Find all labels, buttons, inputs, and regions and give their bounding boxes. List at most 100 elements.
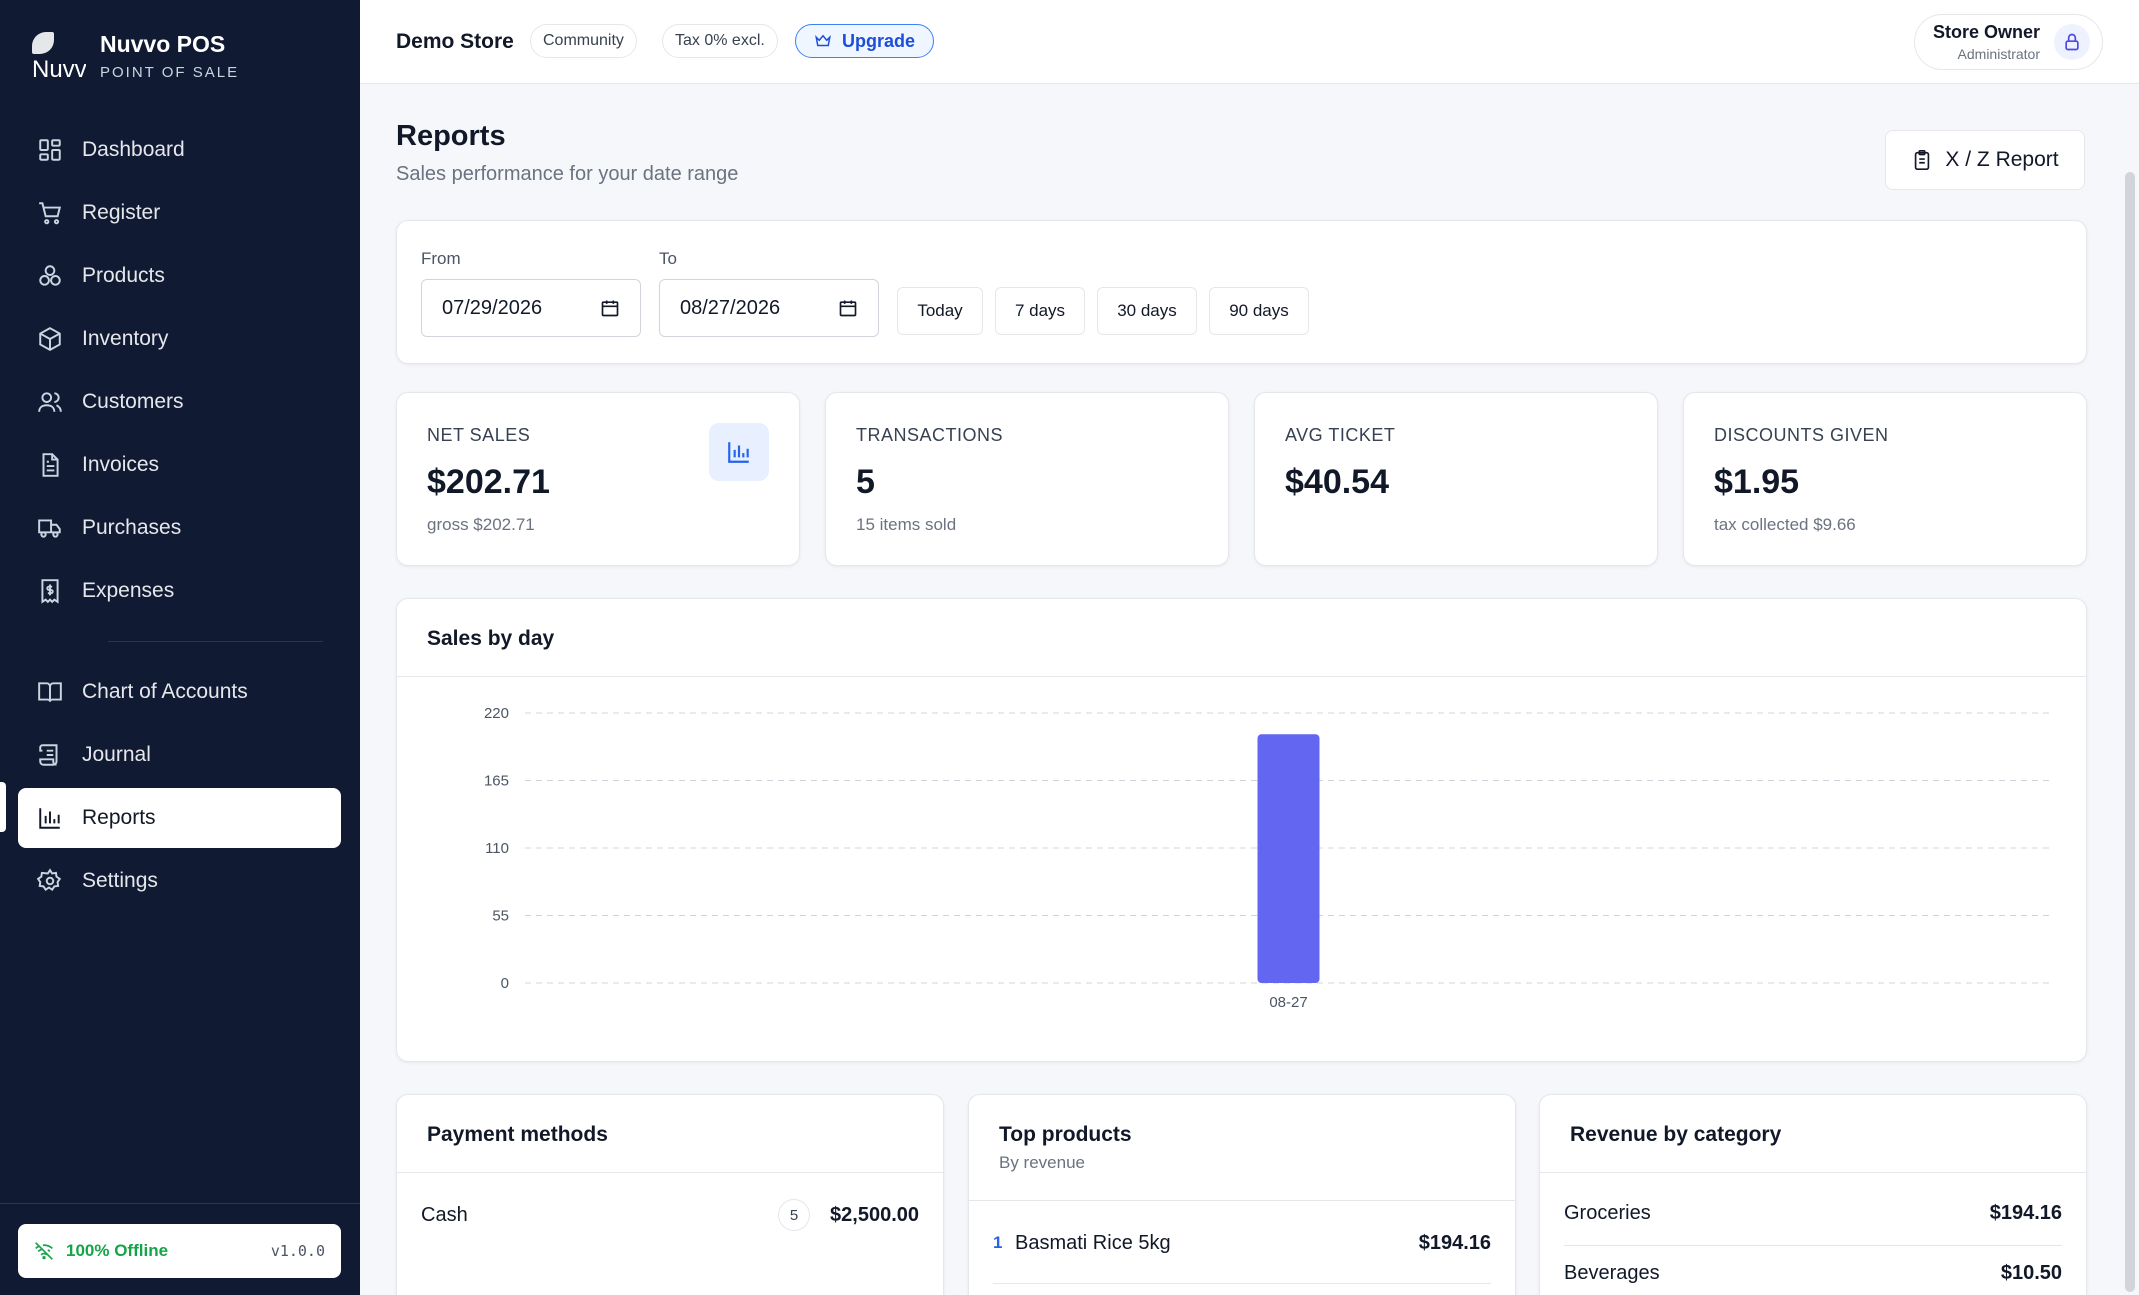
product-rank: 1 [993, 1233, 1003, 1252]
stat-transactions: TRANSACTIONS 5 15 items sold [825, 392, 1229, 566]
upgrade-label: Upgrade [842, 30, 916, 51]
sidebar-item-products[interactable]: Products [18, 246, 341, 306]
category-row[interactable]: Groceries $194.16 [1564, 1187, 2062, 1239]
payment-method-name: Cash [421, 1203, 468, 1226]
stat-subtext: tax collected $9.66 [1714, 515, 1856, 534]
y-tick-label: 220 [484, 705, 509, 722]
main-content: Reports Sales performance for your date … [360, 84, 2139, 1295]
crown-icon [815, 34, 831, 47]
card-title: Payment methods [427, 1123, 608, 1146]
stat-avg-ticket: AVG TICKET $40.54 [1254, 392, 1658, 566]
row-divider [993, 1283, 1491, 1284]
user-name: Store Owner [1932, 22, 2040, 42]
sidebar-item-label: Invoices [82, 453, 160, 476]
sidebar-item-label: Chart of Accounts [82, 680, 248, 703]
sidebar-item-purchases[interactable]: Purchases [18, 498, 341, 558]
sidebar-item-customers[interactable]: Customers [18, 372, 341, 432]
range-7-days-button[interactable]: 7 days [995, 287, 1085, 335]
sidebar-item-label: Reports [82, 806, 156, 829]
sidebar-item-register[interactable]: Register [18, 183, 341, 243]
category-row[interactable]: Beverages $10.50 [1564, 1247, 2062, 1295]
user-menu[interactable]: Store Owner Administrator [1913, 14, 2103, 70]
card-subtitle: By revenue [999, 1153, 1085, 1172]
stat-label: AVG TICKET [1285, 425, 1396, 445]
to-date-input[interactable]: 08/27/2026 [659, 279, 879, 337]
category-revenue: $10.50 [2000, 1261, 2062, 1284]
sidebar-item-dashboard[interactable]: Dashboard [18, 120, 341, 180]
brand-subtitle: POINT OF SALE [100, 64, 240, 81]
sidebar-item-settings[interactable]: Settings [18, 851, 341, 911]
sidebar-item-journal[interactable]: Journal [18, 725, 341, 785]
offline-label: 100% Offline [66, 1241, 169, 1260]
page-subtitle: Sales performance for your date range [396, 163, 739, 185]
payment-methods-card: Payment methods Cash 5 $2,500.00 [396, 1094, 944, 1295]
to-date-value: 08/27/2026 [680, 296, 781, 319]
stat-value: $40.54 [1285, 463, 1389, 501]
sidebar-item-invoices[interactable]: Invoices [18, 435, 341, 495]
stat-subtext: gross $202.71 [427, 515, 535, 534]
category-revenue: $194.16 [1989, 1201, 2062, 1224]
logo-text: Nuvv [32, 56, 86, 83]
stat-discounts-given: DISCOUNTS GIVEN $1.95 tax collected $9.6… [1683, 392, 2087, 566]
brand-name: Nuvvo POS [100, 31, 226, 57]
product-row[interactable]: 1 Basmati Rice 5kg $194.16 [993, 1217, 1491, 1269]
sidebar-item-expenses[interactable]: Expenses [18, 561, 341, 621]
page-scrollbar[interactable] [2125, 172, 2135, 1292]
xz-report-button[interactable]: X / Z Report [1885, 130, 2085, 190]
file-icon [36, 451, 64, 479]
upgrade-button[interactable]: Upgrade [795, 24, 935, 58]
calendar-icon[interactable] [838, 298, 858, 318]
card-title: Revenue by category [1570, 1123, 1782, 1146]
date-filter-card: From 07/29/2026 To 08/27/2026 Today 7 da… [396, 220, 2087, 364]
package-icon [36, 325, 64, 353]
scroll-icon [36, 741, 64, 769]
category-name: Groceries [1564, 1201, 1651, 1224]
x-tick-label: 08-27 [1269, 994, 1307, 1011]
sidebar-item-reports[interactable]: Reports [18, 788, 341, 848]
dollar-receipt-icon [36, 577, 64, 605]
sales-by-day-card: Sales by day 0 55 110 165 220 08-27 [396, 598, 2087, 1062]
sidebar-item-label: Customers [82, 390, 184, 413]
sidebar-item-label: Register [82, 201, 161, 224]
stat-label: TRANSACTIONS [856, 425, 1004, 445]
grid-icon [36, 136, 64, 164]
brand[interactable]: Nuvv Nuvvo POS POINT OF SALE [30, 28, 239, 84]
sidebar-item-inventory[interactable]: Inventory [18, 309, 341, 369]
sidebar-item-label: Products [82, 264, 165, 287]
category-name: Beverages [1564, 1261, 1660, 1284]
sidebar-item-label: Journal [82, 743, 151, 766]
row-divider [1564, 1245, 2062, 1246]
to-label: To [659, 249, 677, 268]
store-name: Demo Store [396, 30, 514, 53]
bar-chart-icon [36, 804, 64, 832]
from-date-value: 07/29/2026 [442, 296, 543, 319]
sidebar-item-chart-of-accounts[interactable]: Chart of Accounts [18, 662, 341, 722]
top-products-card: Top products By revenue 1 Basmati Rice 5… [968, 1094, 1516, 1295]
chart-bar[interactable] [1257, 734, 1320, 983]
sidebar-footer: 100% Offline v1.0.0 [0, 1203, 360, 1278]
range-90-days-button[interactable]: 90 days [1209, 287, 1309, 335]
wifi-off-icon [35, 1242, 53, 1260]
brand-logo: Nuvv [30, 28, 86, 84]
user-role: Administrator [1957, 46, 2040, 62]
clipboard-icon [1915, 150, 1930, 170]
app-version: v1.0.0 [270, 1242, 325, 1260]
product-name: Basmati Rice 5kg [1015, 1231, 1171, 1254]
offline-status[interactable]: 100% Offline v1.0.0 [18, 1224, 341, 1278]
range-today-button[interactable]: Today [897, 287, 983, 335]
range-30-days-button[interactable]: 30 days [1097, 287, 1197, 335]
payment-row[interactable]: Cash 5 $2,500.00 [421, 1189, 919, 1241]
payment-count-badge: 5 [778, 1199, 811, 1231]
y-tick-label: 110 [485, 840, 509, 857]
from-date-input[interactable]: 07/29/2026 [421, 279, 641, 337]
stat-subtext: 15 items sold [856, 515, 957, 534]
lock-icon[interactable] [2054, 24, 2090, 60]
page-title: Reports [396, 120, 506, 152]
calendar-icon[interactable] [600, 298, 620, 318]
truck-icon [36, 514, 64, 542]
product-revenue: $194.16 [1418, 1231, 1491, 1254]
xz-report-label: X / Z Report [1945, 148, 2059, 171]
sidebar-item-label: Settings [82, 869, 158, 892]
y-tick-label: 0 [501, 975, 509, 992]
stat-net-sales: NET SALES $202.71 gross $202.71 [396, 392, 800, 566]
